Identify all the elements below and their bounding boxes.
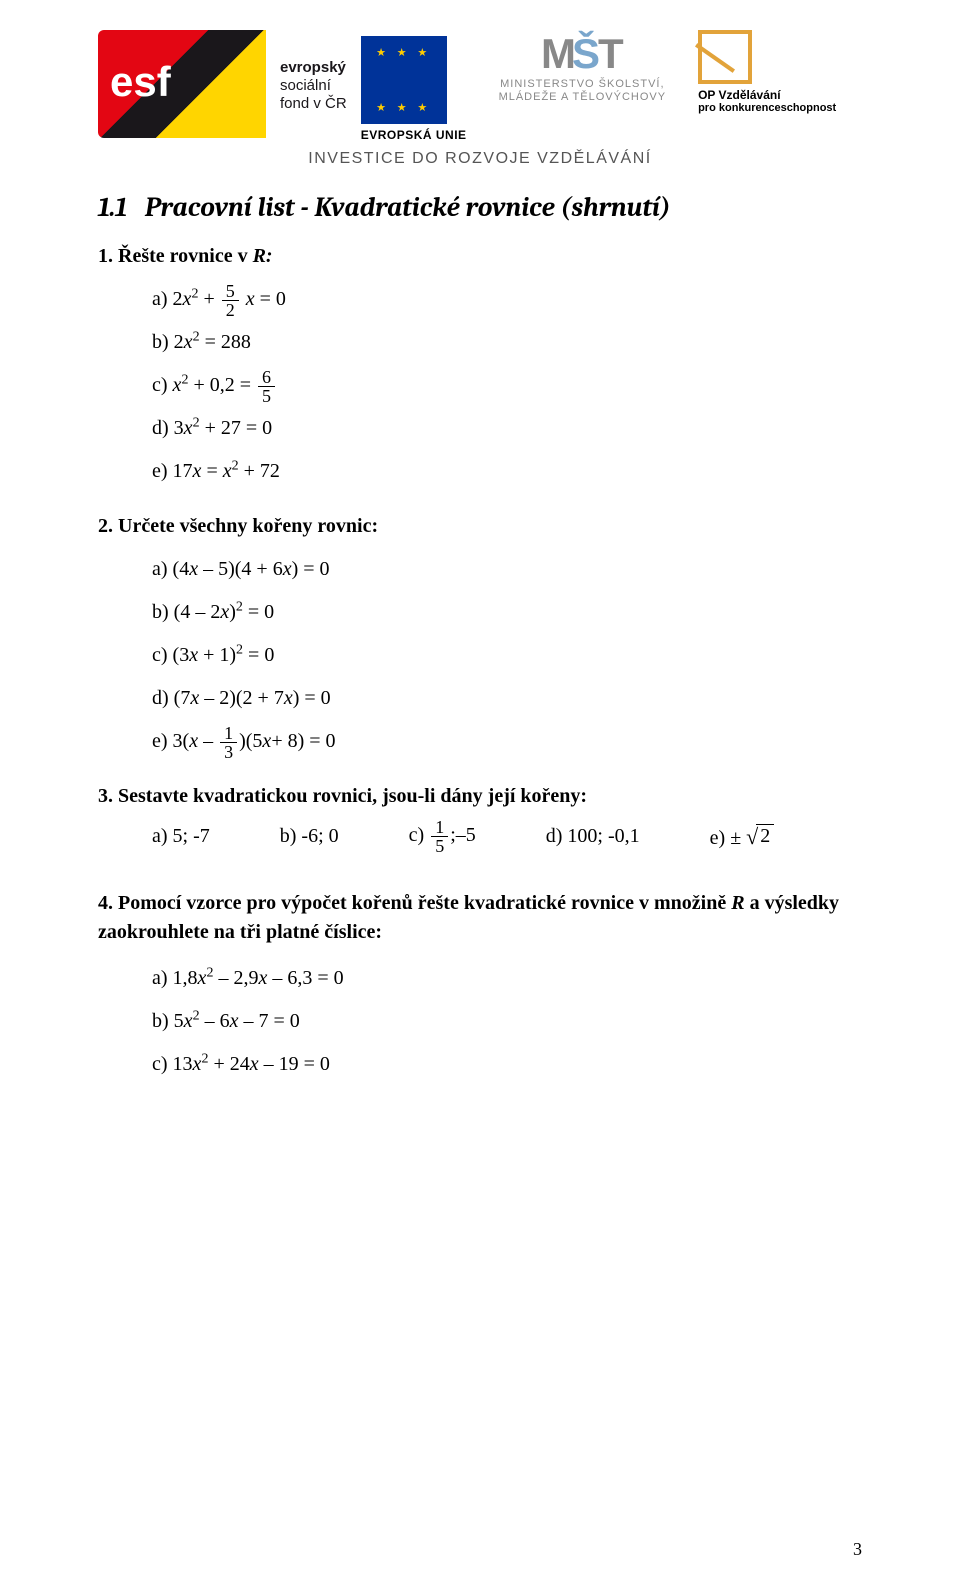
section-title: Pracovní list - Kvadratické rovnice (shr… <box>145 192 671 223</box>
q2-e-var: x <box>189 730 198 752</box>
msmt-logo: MŠT MINISTERSTVO ŠKOLSTVÍ, MLÁDEŽE A TĚL… <box>499 30 667 104</box>
q3-b: b) -6; 0 <box>280 825 339 848</box>
msmt-line2: MLÁDEŽE A TĚLOVÝCHOVY <box>499 91 667 104</box>
q1-c-frac-d: 5 <box>258 387 275 405</box>
q3-e-sqrt-arg: 2 <box>756 824 774 848</box>
q1-a-frac-d: 2 <box>222 301 239 319</box>
q1-a-mid: + <box>198 288 219 310</box>
q1-items: a) 2x2 + 52 x = 0 b) 2x2 = 288 c) x2 + 0… <box>152 278 862 493</box>
q1-c: c) x2 + 0,2 = 65 <box>152 364 862 407</box>
opvk-square-icon <box>698 30 752 84</box>
q2-e-prefix: e) 3( <box>152 730 189 752</box>
q3-head: 3. Sestavte kvadratickou rovnici, jsou-l… <box>98 785 862 808</box>
q4-items: a) 1,8x2 – 2,9x – 6,3 = 0 b) 5x2 – 6x – … <box>152 957 862 1086</box>
q3-c-frac-d: 5 <box>431 837 448 855</box>
eu-flag-icon <box>361 36 447 124</box>
q2-e-suffix: + 8) = 0 <box>271 730 335 752</box>
q2-head: 2. Určete všechny kořeny rovnic: <box>98 515 862 538</box>
q1-head-var: R: <box>253 245 273 267</box>
page-number: 3 <box>853 1539 862 1560</box>
q2-d: d) (7x – 2)(2 + 7x) = 0 <box>152 677 862 720</box>
q2-b: b) (4 – 2x)2 = 0 <box>152 591 862 634</box>
q3-c-frac-n: 1 <box>431 818 448 837</box>
msmt-mark-icon: MŠT <box>541 30 624 78</box>
q1-a-prefix: a) 2 <box>152 288 183 310</box>
q3-c-prefix: c) <box>409 824 430 846</box>
q2-a: a) (4x – 5)(4 + 6x) = 0 <box>152 548 862 591</box>
q3-c: c) 15;–5 <box>409 818 476 855</box>
q1-c-frac-n: 6 <box>258 368 275 387</box>
q1-a-suffix: = 0 <box>255 288 286 310</box>
esf-text: evropský sociální fond v ČR <box>280 59 347 113</box>
q3-a: a) 5; -7 <box>152 825 210 848</box>
esf-line-2: sociální <box>280 77 347 95</box>
section-number: 1.1 <box>98 192 127 223</box>
q2-c: c) (3x + 1)2 = 0 <box>152 634 862 677</box>
q1-d: d) 3x2 + 27 = 0 <box>152 407 862 450</box>
q4-a: a) 1,8x2 – 2,9x – 6,3 = 0 <box>152 957 862 1000</box>
q2-e-mid2: )(5 <box>239 730 262 752</box>
q4-head-var: R <box>731 892 744 914</box>
opvk-title: OP Vzdělávání <box>698 88 780 102</box>
opvk-logo: OP Vzdělávání pro konkurenceschopnost <box>698 30 836 114</box>
q1-a-frac-n: 5 <box>222 282 239 301</box>
esf-logo <box>98 30 266 138</box>
q1-a-var2: x <box>246 288 255 310</box>
q2-e-mid1: – <box>198 730 218 752</box>
page: evropský sociální fond v ČR EVROPSKÁ UNI… <box>0 0 960 1596</box>
q2-e: e) 3(x – 13)(5x+ 8) = 0 <box>152 720 862 763</box>
q3-answers: a) 5; -7 b) -6; 0 c) 15;–5 d) 100; -0,1 … <box>152 818 862 855</box>
q3-c-suffix: ;–5 <box>450 824 476 846</box>
q4-head: 4. Pomocí vzorce pro výpočet kořenů řešt… <box>98 889 862 947</box>
section-heading: 1.1 Pracovní list - Kvadratické rovnice … <box>98 192 862 223</box>
q1-head-prefix: 1. Řešte rovnice v <box>98 245 253 267</box>
q1-e: e) 17x = x2 + 72 <box>152 450 862 493</box>
investice-tagline: INVESTICE DO ROZVOJE VZDĚLÁVÁNÍ <box>98 150 862 168</box>
q2-e-frac-d: 3 <box>220 743 237 761</box>
esf-line-1: evropský <box>280 59 347 77</box>
opvk-sub: pro konkurenceschopnost <box>698 102 836 114</box>
eu-caption: EVROPSKÁ UNIE <box>361 128 467 142</box>
q1-a: a) 2x2 + 52 x = 0 <box>152 278 862 321</box>
q2-items: a) (4x – 5)(4 + 6x) = 0 b) (4 – 2x)2 = 0… <box>152 548 862 763</box>
q4-b: b) 5x2 – 6x – 7 = 0 <box>152 1000 862 1043</box>
msmt-line1: MINISTERSTVO ŠKOLSTVÍ, <box>500 78 664 91</box>
logo-row: evropský sociální fond v ČR EVROPSKÁ UNI… <box>98 30 862 142</box>
q1-c-mid: + 0,2 = <box>188 374 256 396</box>
esf-line-3: fond v ČR <box>280 95 347 113</box>
q1-b: b) 2x2 = 288 <box>152 321 862 364</box>
eu-block: EVROPSKÁ UNIE <box>361 30 467 142</box>
q3-e: e) ± √2 <box>710 824 775 850</box>
q4-head-p1: 4. Pomocí vzorce pro výpočet kořenů řešt… <box>98 892 731 914</box>
q3-e-prefix: e) ± <box>710 827 747 849</box>
q1-head: 1. Řešte rovnice v R: <box>98 245 862 268</box>
q3-d: d) 100; -0,1 <box>546 825 640 848</box>
q1-c-prefix: c) <box>152 374 173 396</box>
q2-e-frac-n: 1 <box>220 724 237 743</box>
q4-c: c) 13x2 + 24x – 19 = 0 <box>152 1043 862 1086</box>
q2-e-var2: x <box>262 730 271 752</box>
